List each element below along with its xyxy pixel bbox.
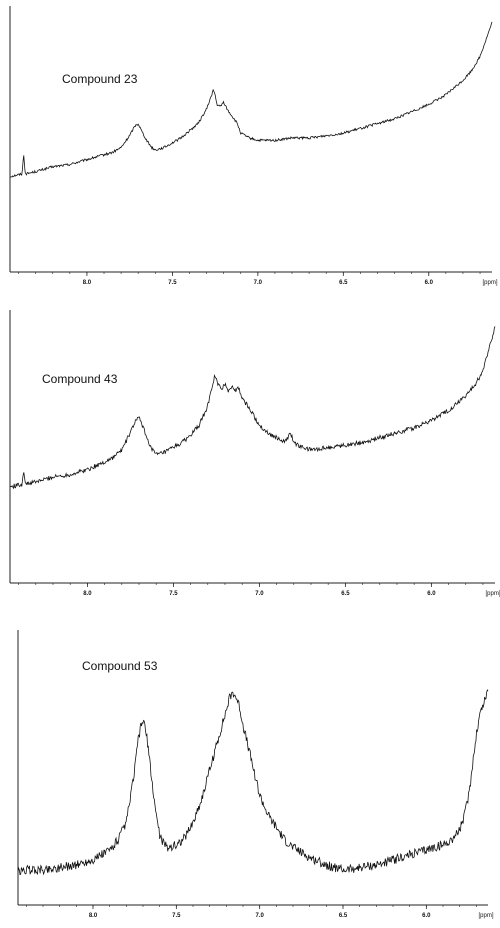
x-tick-label: 7.0 [255,913,264,919]
x-tick-label: 6.0 [425,280,434,286]
spectrum-title: Compound 23 [62,72,138,86]
x-axis-unit-label: [ppm] [478,913,493,919]
x-tick-label: 6.0 [427,591,436,597]
x-tick-label: 8.0 [83,280,92,286]
spectrum-title: Compound 43 [42,372,118,386]
x-tick-label: 6.5 [341,591,350,597]
x-tick-label: 7.0 [255,591,264,597]
x-tick-label: 8.0 [89,913,98,919]
spectrum-line [17,689,489,876]
x-axis-unit-label: [ppm] [485,591,500,597]
x-axis-unit-label: [ppm] [482,280,497,286]
spectrum-panel-2: 8.0 7.5 7.0 6.5 6.0 [ppm] Compound 43 [9,310,500,597]
spectrum-title: Compound 53 [82,659,158,673]
x-tick-label: 6.5 [339,913,348,919]
x-tick-label: 7.5 [169,591,178,597]
x-tick-label: 7.5 [168,280,177,286]
spectrum-panel-3: 8.0 7.5 7.0 6.5 6.0 [ppm] Compound 53 [17,630,494,919]
x-tick-label: 7.5 [172,913,181,919]
spectrum-panel-1: 8.0 7.5 7.0 6.5 6.0 [ppm] Compound 23 [9,6,498,286]
x-tick-label: 6.0 [422,913,431,919]
x-tick-label: 6.5 [339,280,348,286]
spectrum-line [9,326,496,490]
x-tick-label: 8.0 [83,591,92,597]
spectrum-line [9,21,493,178]
x-tick-label: 7.0 [254,280,263,286]
